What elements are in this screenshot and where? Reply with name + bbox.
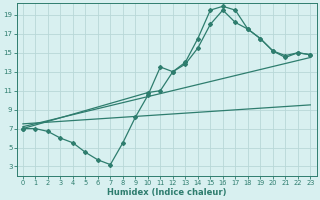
X-axis label: Humidex (Indice chaleur): Humidex (Indice chaleur) [107,188,226,197]
